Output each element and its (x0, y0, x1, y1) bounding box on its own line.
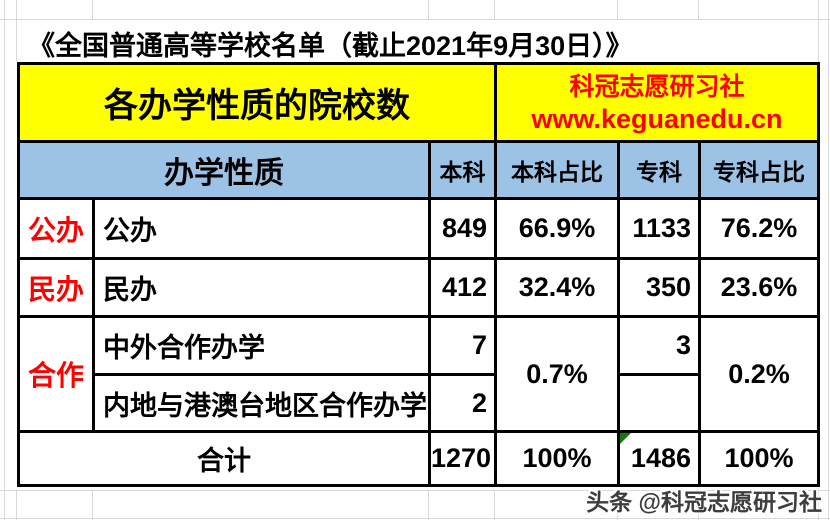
school-count-table: 各办学性质的院校数 科冠志愿研习社 www.keguanedu.cn 办学性质 … (17, 62, 821, 487)
brand-name: 科冠志愿研习社 (569, 72, 745, 101)
banner-title-cell[interactable]: 各办学性质的院校数 (17, 62, 497, 143)
gridline-vertical (818, 490, 819, 520)
gridline-horizontal (0, 19, 830, 20)
cell-hezuo1-name[interactable]: 中外合作办学 (92, 315, 431, 376)
cell-minban-zhuanke[interactable]: 350 (617, 257, 701, 318)
header-row: 办学性质 本科 本科占比 专科 专科占比 (17, 140, 821, 200)
cell-hezuo-benke-pct[interactable]: 0.7% (494, 315, 620, 433)
gridline-vertical (16, 0, 17, 62)
gridline-vertical (428, 490, 429, 520)
cell-gongban-benke-pct[interactable]: 66.9% (494, 197, 620, 260)
cell-gongban-zhuanke[interactable]: 1133 (617, 197, 701, 260)
gridline-vertical (698, 490, 699, 520)
gridline-vertical (92, 0, 93, 19)
table-row-hezuo-1: 合作 中外合作办学 7 0.7% 3 0.2% (17, 315, 821, 433)
cell-hezuo2-name[interactable]: 内地与港澳台地区合作办学 (92, 373, 431, 433)
table-row-hezuo-2: 内地与港澳台地区合作办学 2 (19, 373, 819, 433)
cell-gongban-zhuanke-pct[interactable]: 76.2% (697, 197, 821, 260)
gridline-vertical (818, 0, 819, 62)
gridline-vertical (617, 490, 618, 520)
gridline-vertical (494, 490, 495, 520)
row-label-gongban[interactable]: 公办 (17, 197, 95, 260)
cell-total-zhuanke-pct[interactable]: 100% (697, 430, 821, 487)
cell-total-zhuanke[interactable]: 1486 (617, 430, 701, 487)
cell-gongban-name[interactable]: 公办 (92, 197, 431, 260)
table-row-minban: 民办 民办 412 32.4% 350 23.6% (17, 257, 821, 318)
gridline-vertical (828, 0, 829, 520)
table-row-gongban: 公办 公办 849 66.9% 1133 76.2% (17, 197, 821, 260)
banner-row: 各办学性质的院校数 科冠志愿研习社 www.keguanedu.cn (17, 62, 821, 143)
gridline-vertical (16, 490, 17, 520)
cell-total-benke-pct[interactable]: 100% (494, 430, 620, 487)
cell-total-benke[interactable]: 1270 (428, 430, 497, 487)
cell-minban-zhuanke-pct[interactable]: 23.6% (697, 257, 821, 318)
gridline-vertical (494, 0, 495, 19)
cell-total-zhuanke-value: 1486 (630, 443, 691, 473)
gridline-vertical (698, 0, 699, 19)
gridline-vertical (428, 0, 429, 19)
cell-hezuo2-benke[interactable]: 2 (428, 373, 497, 433)
header-zhuanke-pct[interactable]: 专科占比 (697, 140, 821, 200)
row-label-minban[interactable]: 民办 (17, 257, 95, 318)
gridline-vertical (92, 490, 93, 520)
gridline-horizontal (0, 490, 830, 491)
page-title: 《全国普通高等学校名单（截止2021年9月30日）》 (28, 31, 633, 61)
brand-url: www.keguanedu.cn (531, 103, 783, 134)
header-benke-pct[interactable]: 本科占比 (494, 140, 620, 200)
gridline-vertical (617, 0, 618, 19)
header-category[interactable]: 办学性质 (17, 140, 431, 200)
gridline-vertical (4, 0, 5, 520)
cell-minban-benke[interactable]: 412 (428, 257, 497, 318)
cell-hezuo-zhuanke-pct[interactable]: 0.2% (697, 315, 821, 433)
cell-total-label[interactable]: 合计 (17, 430, 431, 487)
cell-minban-benke-pct[interactable]: 32.4% (494, 257, 620, 318)
header-zhuanke[interactable]: 专科 (617, 140, 701, 200)
row-label-hezuo[interactable]: 合作 (17, 315, 95, 433)
table-row-total: 合计 1270 100% 1486 100% (17, 430, 821, 487)
header-benke[interactable]: 本科 (428, 140, 497, 200)
cell-hezuo1-zhuanke[interactable]: 3 (617, 315, 701, 376)
cell-hezuo1-benke[interactable]: 7 (428, 315, 497, 376)
excel-error-triangle-icon (621, 434, 631, 444)
gridline-horizontal (0, 518, 830, 519)
toutiao-watermark: 头条 @科冠志愿研习社 (586, 489, 822, 515)
cell-gongban-benke[interactable]: 849 (428, 197, 497, 260)
cell-hezuo2-zhuanke[interactable] (617, 373, 701, 433)
cell-minban-name[interactable]: 民办 (92, 257, 431, 318)
banner-brand-cell[interactable]: 科冠志愿研习社 www.keguanedu.cn (493, 62, 821, 143)
